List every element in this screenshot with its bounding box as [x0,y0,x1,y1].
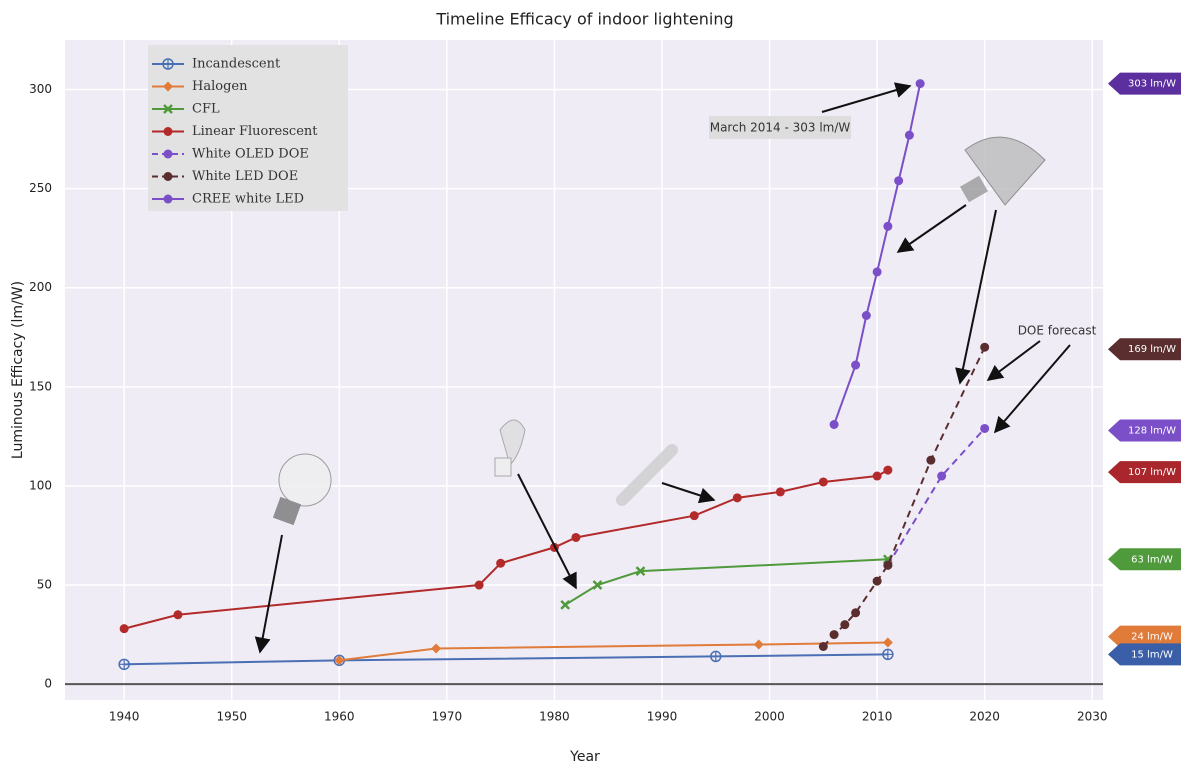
end-tag-label: 107 lm/W [1128,467,1176,478]
point [496,559,505,568]
annotation: DOE forecast [1018,324,1097,338]
end-tag-label: 303 lm/W [1128,79,1176,90]
x-tick-label: 1960 [324,710,355,724]
x-tick-label: 1980 [539,710,570,724]
chart: Timeline Efficacy of indoor lightening Y… [0,0,1193,765]
point [163,59,173,69]
point [851,361,860,370]
end-tag-label: 128 lm/W [1128,425,1176,436]
point [873,267,882,276]
legend-label: White LED DOE [192,169,298,184]
x-axis-label: Year [569,749,600,765]
x-tick-label: 1940 [109,710,140,724]
annotation: March 2014 - 303 lm/W [710,121,851,135]
legend-label: White OLED DOE [192,147,309,162]
x-tick-label: 2010 [862,710,893,724]
point [873,472,882,481]
chart-title: Timeline Efficacy of indoor lightening [435,10,733,29]
point [830,630,839,639]
end-tag-label: 24 lm/W [1131,632,1173,643]
point [916,79,925,88]
point [164,195,173,204]
point [883,466,892,475]
point [164,127,173,136]
point [119,659,129,669]
end-tag-label: 15 lm/W [1131,649,1173,660]
y-tick-label: 250 [29,181,52,195]
point [851,608,860,617]
point [862,311,871,320]
point [776,487,785,496]
y-tick-label: 100 [29,478,52,492]
point [571,533,580,542]
point [883,222,892,231]
x-tick-label: 2000 [754,710,785,724]
point [905,131,914,140]
end-tag-label: 169 lm/W [1128,344,1176,355]
point [475,581,484,590]
x-tick-label: 1990 [647,710,678,724]
point [894,176,903,185]
y-axis-label: Luminous Efficacy (lm/W) [10,281,26,459]
point [926,456,935,465]
point [711,651,721,661]
point [830,420,839,429]
y-tick-label: 300 [29,82,52,96]
y-tick-label: 50 [37,578,52,592]
x-tick-label: 1970 [432,710,463,724]
point [980,343,989,352]
y-tick-label: 0 [44,677,52,691]
legend-label: CREE white LED [192,192,304,207]
point [883,649,893,659]
y-tick-label: 200 [29,280,52,294]
point [840,620,849,629]
legend-label: Linear Fluorescent [192,124,318,139]
legend-label: Halogen [192,79,248,94]
point [883,561,892,570]
point [873,577,882,586]
point [164,150,173,159]
x-tick-label: 2020 [969,710,1000,724]
point [819,642,828,651]
point [819,477,828,486]
y-tick-label: 150 [29,379,52,393]
legend-label: Incandescent [192,57,281,72]
point [733,493,742,502]
end-tag-label: 63 lm/W [1131,554,1173,565]
point [164,172,173,181]
point [173,610,182,619]
point [937,472,946,481]
x-tick-label: 2030 [1077,710,1108,724]
point [980,424,989,433]
point [690,511,699,520]
legend-label: CFL [192,102,220,117]
x-tick-label: 1950 [216,710,247,724]
point [120,624,129,633]
